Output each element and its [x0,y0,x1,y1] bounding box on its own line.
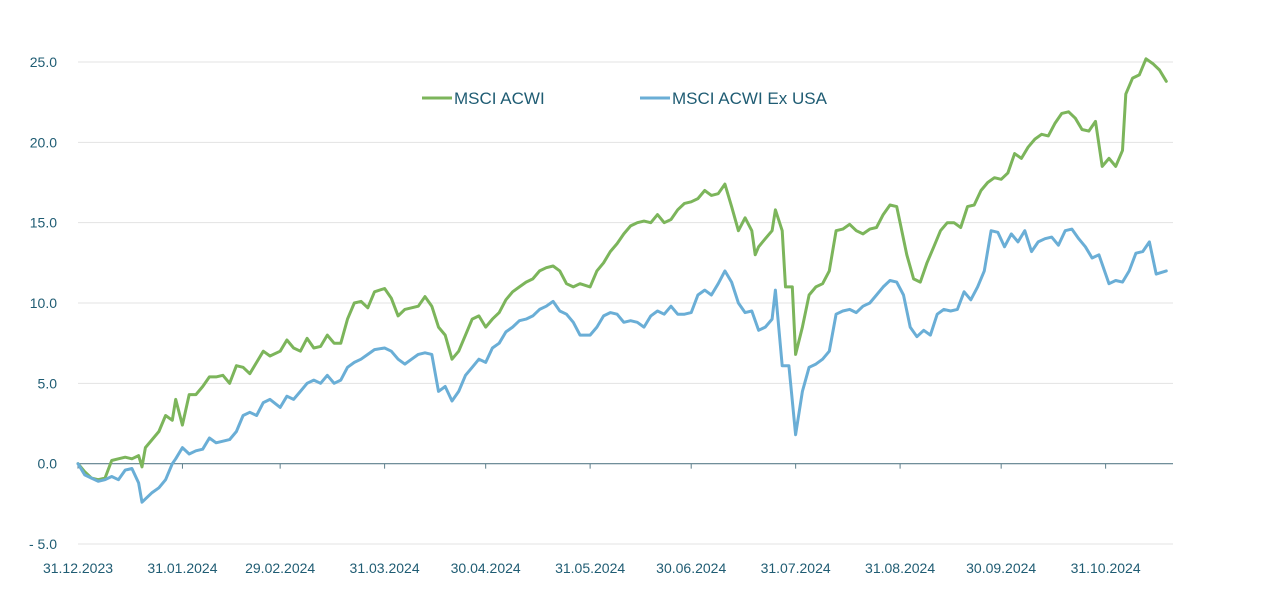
y-tick-label: 10.0 [30,295,57,311]
y-tick-label: - 5.0 [29,536,57,552]
x-axis-tick-labels: 31.12.2023 31.01.2024 29.02.2024 31.03.2024… [43,560,1141,576]
legend-label: MSCI ACWI Ex USA [672,89,828,108]
legend: MSCI ACWI MSCI ACWI Ex USA [422,89,828,108]
x-tick-label: 31.03.2024 [350,560,420,576]
x-tick-label: 31.05.2024 [555,560,625,576]
y-axis-tick-labels: - 5.0 0.0 5.0 10.0 15.0 20.0 25.0 [29,54,57,552]
y-tick-label: 0.0 [38,456,58,472]
x-tick-label: 31.12.2023 [43,560,113,576]
x-tick-label: 31.01.2024 [147,560,217,576]
series-lines [76,57,1168,504]
series-line-msci-acwi [76,57,1168,482]
y-tick-label: 5.0 [38,375,58,391]
x-tick-label: 30.06.2024 [656,560,726,576]
y-tick-label: 20.0 [30,134,57,150]
x-tick-label: 29.02.2024 [245,560,315,576]
x-tick-label: 30.09.2024 [966,560,1036,576]
gridlines [78,61,1173,545]
x-tick-label: 31.07.2024 [761,560,831,576]
x-axis [77,463,1173,469]
legend-label: MSCI ACWI [454,89,545,108]
y-tick-label: 25.0 [30,54,57,70]
legend-entry: MSCI ACWI Ex USA [640,89,828,108]
x-tick-label: 30.04.2024 [451,560,521,576]
legend-entry: MSCI ACWI [422,89,545,108]
x-tick-label: 31.10.2024 [1071,560,1141,576]
y-tick-label: 15.0 [30,215,57,231]
series-line-msci-acwi-ex-usa [76,227,1168,504]
x-tick-label: 31.08.2024 [865,560,935,576]
